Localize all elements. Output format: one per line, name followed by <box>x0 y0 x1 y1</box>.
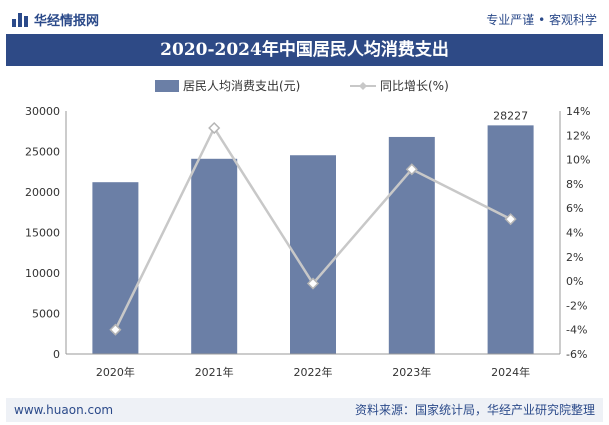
left-tick-label: 5000 <box>32 308 60 321</box>
source-note: 资料来源：国家统计局，华经产业研究院整理 <box>354 403 595 417</box>
x-axis: 2020年 2021年 2022年 2023年 2024年 <box>66 353 560 379</box>
bar-value-label: 28227 <box>493 109 528 122</box>
left-tick-label: 20000 <box>25 186 60 199</box>
bar <box>290 155 336 354</box>
right-tick-label: 2% <box>566 251 583 264</box>
legend-line-label: 同比增长(%) <box>380 79 449 93</box>
legend: 居民人均消费支出(元) 同比增长(%) <box>155 79 449 93</box>
brand[interactable]: 华经情报网 <box>12 10 99 29</box>
line-series <box>109 121 517 336</box>
legend-bar-swatch <box>155 80 179 92</box>
bar-series: 28227 <box>92 109 534 354</box>
legend-diamond-icon <box>359 82 367 90</box>
x-tick-label: 2020年 <box>96 365 135 379</box>
right-tick-label: 12% <box>566 129 590 142</box>
right-tick-label: -6% <box>566 348 587 361</box>
x-tick-label: 2021年 <box>195 365 234 379</box>
right-tick-label: 8% <box>566 178 583 191</box>
left-axis: 0 5000 10000 15000 20000 25000 30000 <box>25 105 67 361</box>
x-tick-label: 2024年 <box>491 365 530 379</box>
right-tick-label: -4% <box>566 324 587 337</box>
website-link[interactable]: www.huaon.com <box>14 403 114 417</box>
combo-chart: 居民人均消费支出(元) 同比增长(%) 0 5000 10000 15000 20000 2… <box>25 79 590 379</box>
left-tick-label: 15000 <box>25 227 60 240</box>
line-point-diamond-icon <box>109 323 122 336</box>
x-tick-label: 2022年 <box>294 365 333 379</box>
chart-title: 2020-2024年中国居民人均消费支出 <box>6 34 603 66</box>
right-tick-label: 6% <box>566 202 583 215</box>
bar-logo-icon <box>12 12 28 27</box>
right-axis: -6% -4% -2% 0% 2% 4% 6% 8% 10% 12% 14% <box>559 105 590 361</box>
line-point-diamond-icon <box>306 277 320 290</box>
line-point-diamond-icon <box>405 163 418 176</box>
right-tick-label: 4% <box>566 227 583 240</box>
legend-bar-label: 居民人均消费支出(元) <box>183 79 300 93</box>
footer: www.huaon.com 资料来源：国家统计局，华经产业研究院整理 <box>6 398 603 422</box>
left-tick-label: 10000 <box>25 267 60 280</box>
line-point-diamond-icon <box>504 213 517 226</box>
x-tick-label: 2023年 <box>392 365 431 379</box>
right-tick-label: 10% <box>566 154 590 167</box>
left-tick-label: 0 <box>53 348 60 361</box>
right-tick-label: 0% <box>566 275 583 288</box>
left-tick-label: 30000 <box>25 105 60 118</box>
left-tick-label: 25000 <box>25 146 60 159</box>
bar <box>487 125 534 354</box>
slogan: 专业严谨 • 客观科学 <box>486 13 597 27</box>
right-tick-label: -2% <box>566 299 587 312</box>
line-point-diamond-icon <box>208 121 221 135</box>
brand-name: 华经情报网 <box>34 14 100 29</box>
right-tick-label: 14% <box>566 105 590 118</box>
top-bar: 华经情报网 专业严谨 • 客观科学 <box>0 0 609 34</box>
bar <box>191 158 238 354</box>
